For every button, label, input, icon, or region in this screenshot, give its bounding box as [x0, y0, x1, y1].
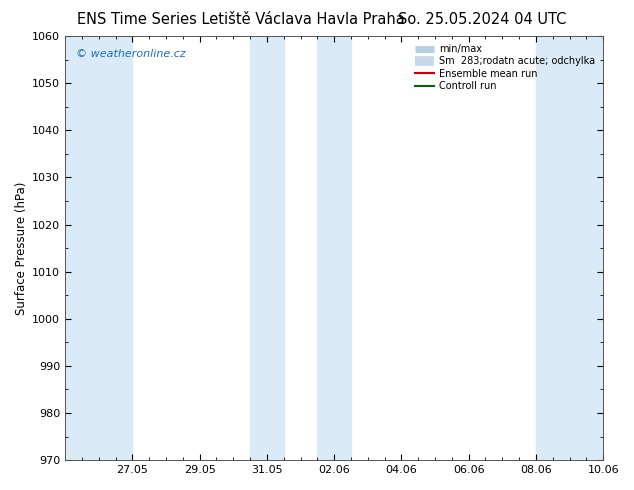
Bar — [318, 36, 351, 460]
Y-axis label: Surface Pressure (hPa): Surface Pressure (hPa) — [15, 181, 28, 315]
Bar — [65, 36, 133, 460]
Bar — [250, 36, 284, 460]
Legend: min/max, Sm  283;rodatn acute; odchylka, Ensemble mean run, Controll run: min/max, Sm 283;rodatn acute; odchylka, … — [412, 41, 598, 94]
Text: So. 25.05.2024 04 UTC: So. 25.05.2024 04 UTC — [398, 12, 566, 27]
Bar — [536, 36, 603, 460]
Text: © weatheronline.cz: © weatheronline.cz — [76, 49, 186, 59]
Text: ENS Time Series Letiště Václava Havla Praha: ENS Time Series Letiště Václava Havla Pr… — [77, 12, 404, 27]
